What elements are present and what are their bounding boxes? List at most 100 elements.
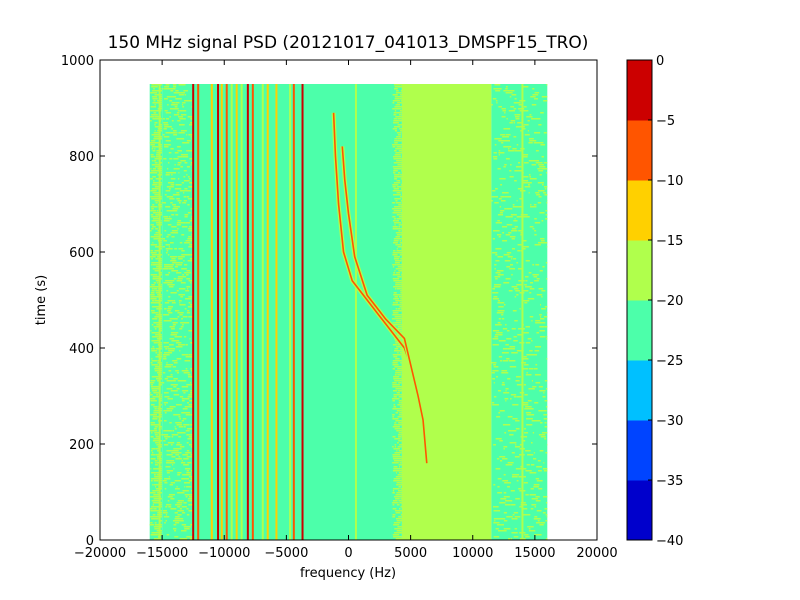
heatmap-speckle [165, 320, 172, 322]
heatmap-speckle [153, 196, 161, 198]
heatmap-speckle [188, 404, 193, 406]
heatmap-speckle [160, 530, 163, 532]
heatmap-speckle [184, 162, 188, 164]
heatmap-speckle [401, 170, 402, 172]
heatmap-speckle [534, 534, 537, 536]
heatmap-speckle [188, 472, 192, 474]
heatmap-speckle [503, 528, 511, 530]
heatmap-speckle [400, 510, 402, 512]
heatmap-speckle [190, 342, 194, 344]
heatmap-speckle [171, 328, 175, 330]
heatmap-speckle [187, 254, 194, 256]
heatmap-speckle [541, 308, 546, 310]
heatmap-speckle [163, 98, 168, 100]
heatmap-speckle [518, 488, 521, 490]
heatmap-speckle [399, 240, 401, 242]
heatmap-speckle [151, 432, 153, 434]
heatmap-speckle [522, 402, 527, 404]
heatmap-speckle [398, 114, 402, 116]
heatmap-speckle [154, 408, 157, 410]
heatmap-speckle [545, 452, 548, 454]
heatmap-speckle [154, 500, 160, 502]
heatmap-speckle [395, 454, 401, 456]
heatmap-speckle [540, 422, 543, 424]
heatmap-speckle [159, 272, 163, 274]
heatmap-speckle [151, 196, 155, 198]
heatmap-speckle [495, 254, 498, 256]
heatmap-speckle [181, 524, 187, 526]
heatmap-speckle [155, 496, 160, 498]
heatmap-speckle [397, 108, 402, 110]
heatmap-speckle [395, 84, 401, 86]
heatmap-speckle [153, 160, 157, 162]
heatmap-speckle [182, 490, 189, 492]
heatmap-speckle [154, 460, 158, 462]
heatmap-speckle [155, 406, 158, 408]
heatmap-speckle [393, 258, 400, 260]
heatmap-speckle [156, 90, 160, 92]
heatmap-speckle [398, 482, 402, 484]
heatmap-speckle [521, 180, 528, 182]
heatmap-speckle [151, 114, 158, 116]
heatmap-speckle [398, 400, 402, 402]
heatmap-speckle [519, 198, 523, 200]
heatmap-speckle [506, 330, 510, 332]
heatmap-speckle [533, 484, 540, 486]
heatmap-speckle [536, 194, 541, 196]
colorbar-segment [627, 60, 652, 121]
heatmap-speckle [175, 318, 178, 320]
heatmap-speckle [395, 358, 400, 360]
heatmap-speckle [151, 290, 155, 292]
heatmap-speckle [176, 112, 180, 114]
heatmap-speckle [400, 292, 402, 294]
heatmap-speckle [514, 288, 519, 290]
heatmap-speckle [154, 90, 158, 92]
heatmap-speckle [522, 514, 526, 516]
heatmap-speckle [534, 160, 540, 162]
heatmap-speckle [393, 362, 397, 364]
heatmap-speckle [173, 168, 177, 170]
heatmap-speckle [537, 520, 540, 522]
heatmap-speckle [510, 394, 517, 396]
heatmap-speckle [174, 152, 179, 154]
heatmap-speckle [395, 494, 398, 496]
heatmap-speckle [525, 450, 531, 452]
heatmap-speckle [392, 194, 400, 196]
heatmap-speckle [159, 96, 163, 98]
heatmap-speckle [524, 284, 527, 286]
heatmap-speckle [184, 188, 188, 190]
heatmap-speckle [538, 190, 545, 192]
heatmap-speckle [546, 172, 548, 174]
heatmap-speckle [173, 114, 180, 116]
heatmap-speckle [154, 522, 157, 524]
heatmap-speckle [393, 312, 399, 314]
heatmap-speckle [393, 218, 397, 220]
heatmap-speckle [151, 264, 153, 266]
heatmap-speckle [539, 336, 546, 338]
heatmap-speckle [167, 264, 174, 266]
heatmap-speckle [534, 244, 541, 246]
heatmap-speckle [510, 490, 515, 492]
heatmap-speckle [160, 466, 162, 468]
heatmap-speckle [397, 276, 400, 278]
heatmap-speckle [159, 104, 163, 106]
heatmap-speckle [396, 410, 399, 412]
heatmap-speckle [156, 338, 160, 340]
heatmap-speckle [166, 186, 174, 188]
heatmap-speckle [182, 156, 189, 158]
heatmap-speckle [160, 358, 162, 360]
heatmap-speckle [538, 124, 542, 126]
heatmap-speckle [162, 512, 168, 514]
heatmap-speckle [536, 466, 542, 468]
heatmap-speckle [396, 90, 399, 92]
heatmap-speckle [493, 518, 499, 520]
heatmap-speckle [546, 202, 548, 204]
heatmap-speckle [504, 260, 511, 262]
heatmap-speckle [393, 400, 395, 402]
heatmap-speckle [164, 478, 171, 480]
heatmap-speckle [157, 380, 160, 382]
heatmap-speckle [516, 114, 521, 116]
heatmap-speckle [185, 452, 192, 454]
heatmap-speckle [160, 106, 163, 108]
heatmap-speckle [177, 278, 183, 280]
